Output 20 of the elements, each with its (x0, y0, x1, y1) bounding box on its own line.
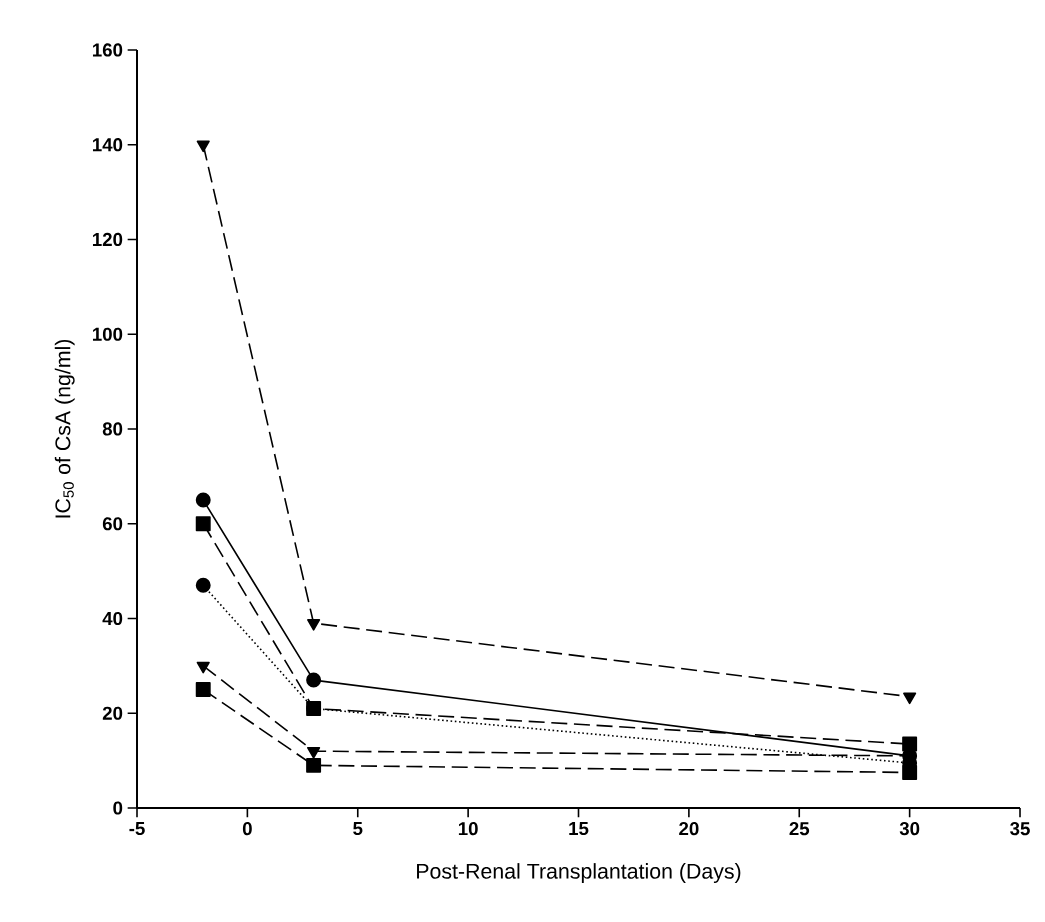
x-tick-label: 15 (569, 822, 589, 836)
y-tick-label: 160 (92, 43, 123, 57)
x-tick-label: 20 (679, 822, 699, 836)
x-tick-label: 10 (458, 822, 478, 836)
y-tick-label: 80 (102, 422, 123, 436)
x-tick-label: 30 (899, 822, 920, 836)
y-tick-label: 120 (92, 232, 123, 247)
y-tick-label: 100 (92, 327, 123, 341)
y-tick-label: 0 (113, 801, 123, 815)
y-tick-label: 60 (102, 517, 123, 531)
y-axis-title: IC$_{50}$ of CsA (ng/ml) (54, 339, 75, 518)
x-axis-title: Post-Renal Transplantation (Days) (417, 863, 741, 883)
y-tick-label: 20 (102, 706, 123, 720)
x-tick-label: 0 (242, 822, 252, 836)
x-tick-label: 25 (789, 822, 810, 836)
x-tick-label: 35 (1010, 822, 1030, 836)
x-tick-label: -5 (129, 822, 145, 836)
y-tick-label: 40 (102, 611, 123, 626)
y-tick-label: 140 (92, 138, 123, 152)
x-tick-label: 5 (353, 822, 363, 836)
